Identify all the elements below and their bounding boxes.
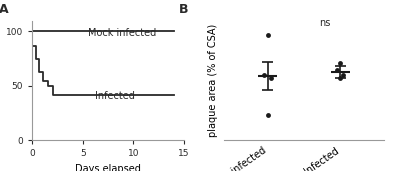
Text: ns: ns [319,18,330,28]
Text: Infected: Infected [95,91,135,101]
Y-axis label: plaque area (% of CSA): plaque area (% of CSA) [208,24,218,137]
X-axis label: Days elapsed: Days elapsed [75,164,141,171]
Text: A: A [0,3,8,16]
Text: B: B [179,3,189,16]
Text: Mock infected: Mock infected [88,28,156,38]
